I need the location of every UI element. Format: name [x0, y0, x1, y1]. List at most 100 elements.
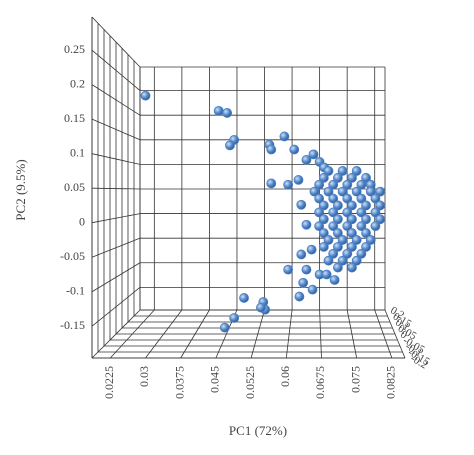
point: [375, 200, 386, 211]
point: [294, 291, 305, 302]
point: [337, 166, 348, 176]
point: [328, 207, 339, 218]
point: [266, 144, 277, 155]
point: [213, 105, 224, 116]
point: [323, 255, 334, 266]
point: [332, 172, 343, 183]
z-tick-label: 0.2: [388, 304, 406, 321]
x-axis-label: PC1 (72%): [229, 423, 287, 438]
point: [332, 228, 343, 238]
point: [318, 228, 329, 238]
point: [361, 228, 371, 238]
point: [342, 248, 353, 259]
point: [332, 214, 343, 225]
point: [347, 262, 357, 273]
y-tick-label: -0.1: [66, 283, 85, 297]
point: [328, 221, 339, 232]
point: [337, 186, 348, 197]
point: [296, 249, 307, 260]
point: [351, 166, 362, 176]
point: [318, 172, 329, 183]
point: [309, 186, 320, 197]
x-tick-label: 0.0375: [172, 366, 186, 399]
point: [361, 200, 371, 211]
point: [351, 186, 362, 197]
point: [323, 186, 334, 197]
point: [347, 228, 357, 238]
point: [337, 255, 348, 266]
point: [351, 235, 362, 245]
point: [283, 264, 294, 275]
point: [332, 262, 343, 273]
point: [266, 178, 277, 189]
y-tick-label: 0: [79, 214, 85, 228]
y-tick-label: 0.1: [70, 145, 85, 159]
point: [375, 186, 386, 197]
point: [301, 219, 312, 230]
point: [301, 264, 312, 275]
y-tick-label: -0.05: [60, 249, 85, 263]
point: [296, 199, 307, 210]
x-tick-label: 0.075: [348, 366, 362, 393]
point: [328, 193, 339, 204]
point: [332, 200, 343, 211]
point: [321, 269, 332, 280]
point: [225, 140, 235, 151]
point: [342, 221, 353, 232]
point: [219, 322, 230, 333]
point: [140, 90, 151, 101]
x-tick-label: 0.0675: [313, 366, 327, 399]
point: [361, 214, 371, 225]
point: [347, 200, 357, 211]
point: [361, 172, 371, 183]
point: [308, 149, 319, 160]
x-tick-label: 0.0525: [243, 366, 257, 399]
point: [342, 207, 353, 218]
point: [301, 154, 312, 165]
point: [342, 179, 353, 190]
point: [279, 131, 290, 142]
point: [356, 207, 367, 218]
point: [365, 235, 376, 245]
point: [314, 221, 325, 232]
y-tick-label: 0.15: [64, 111, 85, 125]
point: [239, 293, 249, 303]
point: [342, 193, 353, 204]
point: [318, 214, 329, 225]
point: [347, 172, 357, 183]
point: [329, 275, 340, 285]
z-tick-label: 0.1: [393, 316, 411, 333]
x-tick-label: 0.0225: [102, 366, 116, 399]
point: [370, 193, 381, 204]
point: [314, 193, 325, 204]
x-tick-label: 0.045: [208, 366, 222, 393]
point: [323, 235, 334, 245]
x-tick-label: 0.06: [278, 366, 292, 387]
point: [283, 179, 294, 190]
y-tick-label: 0.25: [64, 42, 85, 56]
point: [370, 207, 381, 218]
z-tick-label: 0: [398, 328, 409, 341]
point: [375, 214, 386, 225]
point: [356, 193, 367, 204]
point: [347, 241, 357, 252]
point: [314, 179, 325, 190]
point: [347, 214, 357, 225]
point: [256, 302, 266, 313]
point: [332, 241, 343, 252]
y-tick-label: 0.05: [64, 180, 85, 194]
y-axis-label: PC2 (9.5%): [13, 159, 28, 220]
point: [370, 221, 381, 232]
point: [328, 248, 339, 259]
point: [328, 179, 339, 190]
y-tick-label: -0.15: [60, 318, 85, 332]
point: [289, 144, 300, 155]
point: [318, 200, 329, 211]
point: [298, 277, 309, 288]
point: [306, 244, 317, 255]
point: [318, 241, 329, 252]
point: [356, 248, 367, 259]
point: [222, 108, 233, 118]
point: [293, 175, 304, 185]
